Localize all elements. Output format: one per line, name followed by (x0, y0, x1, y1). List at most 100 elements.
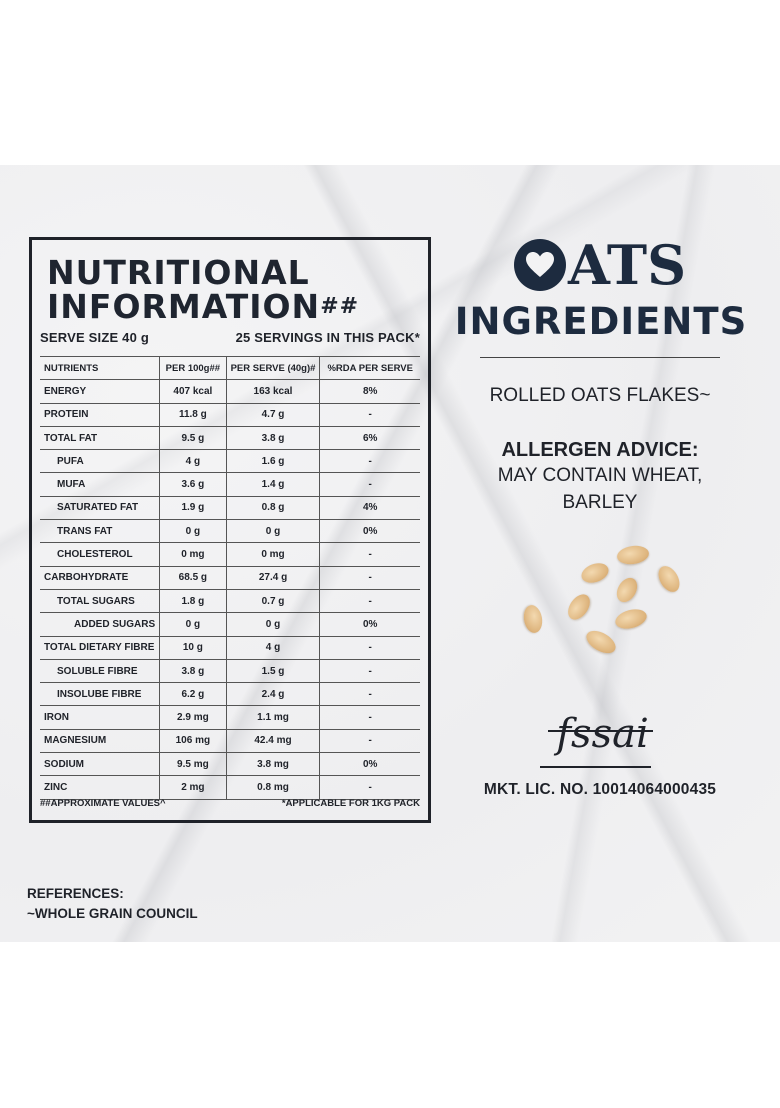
nutrient-name: INSOLUBE FIBRE (40, 682, 160, 707)
references-item: ~WHOLE GRAIN COUNCIL (27, 906, 198, 921)
footnote-approximate: ##APPROXIMATE VALUES^ (40, 798, 166, 809)
table-row: ZINC 2 mg 0.8 mg - (40, 775, 420, 800)
nutrition-title-suffix: ## (320, 294, 360, 319)
oats-logo-text: ATS (567, 233, 687, 297)
per-100g-value: 68.5 g (159, 565, 227, 590)
table-row: SODIUM 9.5 mg 3.8 mg 0% (40, 752, 420, 777)
oat-flake-icon (654, 562, 684, 596)
allergen-line1: MAY CONTAIN WHEAT, (497, 465, 703, 486)
per-100g-value: 407 kcal (159, 379, 227, 404)
oat-flakes-image (515, 540, 690, 660)
per-100g-value: 9.5 mg (159, 752, 227, 777)
allergen-heading: ALLERGEN ADVICE: (501, 439, 699, 461)
nutrient-name: CARBOHYDRATE (40, 565, 160, 590)
per-serve-value: 42.4 mg (225, 728, 320, 754)
per-100g-value: 0 g (159, 519, 227, 544)
per-serve-value: 0.7 g (225, 588, 320, 614)
nutrient-name: TOTAL DIETARY FIBRE (40, 635, 160, 660)
oat-flake-icon (613, 606, 649, 632)
per-100g-value: 106 mg (159, 728, 227, 754)
per-100g-value: 3.6 g (159, 472, 227, 497)
fssai-logo-underline (540, 766, 651, 768)
per-100g-value: 10 g (159, 635, 227, 660)
rda-value: 0% (319, 519, 420, 544)
rda-value: 0% (319, 752, 420, 777)
nutrient-name: TRANS FAT (40, 519, 160, 544)
rda-value: - (319, 565, 420, 590)
rda-value: - (319, 682, 420, 707)
per-100g-value: 1.8 g (159, 588, 227, 614)
per-100g-value: 0 g (159, 612, 227, 637)
nutrient-name: ADDED SUGARS (40, 612, 160, 637)
table-row: PUFA 4 g 1.6 g- (40, 449, 420, 474)
table-footnotes: ##APPROXIMATE VALUES^ *APPLICABLE FOR 1K… (40, 798, 420, 809)
table-row: MUFA 3.6 g 1.4 g- (40, 472, 420, 497)
oat-flake-icon (615, 543, 651, 567)
nutrient-name: PUFA (40, 449, 160, 474)
table-row: CARBOHYDRATE 68.5 g 27.4 g- (40, 565, 420, 590)
per-100g-value: 6.2 g (159, 682, 227, 707)
per-serve-value: 0 mg (225, 542, 320, 567)
nutrient-name: IRON (40, 705, 160, 730)
per-serve-value: 1.6 g (225, 449, 320, 474)
nutrient-name: TOTAL FAT (40, 425, 160, 451)
table-row: MAGNESIUM 106 mg 42.4 mg - (40, 728, 420, 754)
license-number: MKT. LIC. NO. 10014064000435 (483, 781, 717, 798)
table-row: SOLUBLE FIBRE 3.8 g 1.5 g- (40, 658, 420, 684)
oats-logo: ATS (505, 235, 695, 295)
table-row: TOTAL FAT 9.5 g 3.8 g 6% (40, 425, 420, 451)
rda-value: - (319, 472, 420, 497)
rda-value: - (319, 658, 420, 684)
per-100g-value: 3.8 g (159, 658, 227, 684)
per-serve-value: 1.4 g (225, 472, 320, 497)
per-serve-value: 27.4 g (225, 565, 320, 590)
per-serve-value: 1.1 mg (225, 705, 320, 730)
heart-in-circle-icon (513, 239, 566, 291)
per-serve-value: 3.8 mg (225, 752, 320, 777)
per-100g-value: 1.9 g (159, 495, 227, 521)
rda-value: 4% (319, 495, 420, 521)
divider (480, 357, 720, 358)
oat-flake-icon (612, 574, 642, 606)
per-serve-value: 1.5 g (225, 658, 320, 684)
oat-flake-icon (582, 626, 620, 658)
allergen-line2: BARLEY (562, 492, 638, 513)
per-serve-value: 0 g (225, 612, 320, 637)
oat-flake-icon (578, 559, 612, 587)
rda-value: 6% (319, 425, 420, 451)
rda-value: - (319, 635, 420, 660)
rda-value: - (319, 449, 420, 474)
table-row: INSOLUBE FIBRE 6.2 g 2.4 g- (40, 682, 420, 707)
column-header: PER SERVE (40g)# (225, 355, 320, 381)
nutrient-name: SODIUM (40, 752, 160, 777)
table-row: ENERGY 407 kcal 163 kcal 8% (40, 379, 420, 404)
per-100g-value: 11.8 g (159, 402, 227, 427)
nutrition-title-line2: INFORMATION (47, 287, 321, 326)
fssai-logo-line (548, 730, 653, 732)
table-header-row: NUTRIENTS PER 100g## PER SERVE (40g)# %R… (40, 355, 420, 381)
nutrition-panel: NUTRITIONAL INFORMATION## SERVE SIZE 40 … (29, 237, 431, 823)
table-row: TOTAL SUGARS 1.8 g 0.7 g- (40, 588, 420, 614)
table-row: PROTEIN 11.8 g 4.7 g- (40, 402, 420, 427)
table-row: SATURATED FAT 1.9 g 0.8 g 4% (40, 495, 420, 521)
allergen-advice: MAY CONTAIN WHEAT, BARLEY (460, 462, 740, 516)
column-header: NUTRIENTS (40, 355, 160, 381)
fssai-logo-text: fssai (556, 711, 649, 757)
column-header: PER 100g## (159, 355, 227, 381)
serving-info: SERVE SIZE 40 g 25 SERVINGS IN THIS PACK… (40, 330, 420, 345)
per-100g-value: 0 mg (159, 542, 227, 567)
rda-value: 0% (319, 612, 420, 637)
nutrient-name: TOTAL SUGARS (40, 588, 160, 614)
per-serve-value: 3.8 g (225, 425, 320, 451)
oat-flake-icon (563, 590, 595, 624)
rda-value: - (319, 775, 420, 800)
column-header: %RDA PER SERVE (319, 355, 420, 381)
footnote-applicable: *APPLICABLE FOR 1KG PACK (281, 798, 420, 809)
rda-value: - (319, 542, 420, 567)
rda-value: - (319, 588, 420, 614)
references-heading: REFERENCES: (27, 886, 124, 901)
per-100g-value: 2.9 mg (159, 705, 227, 730)
